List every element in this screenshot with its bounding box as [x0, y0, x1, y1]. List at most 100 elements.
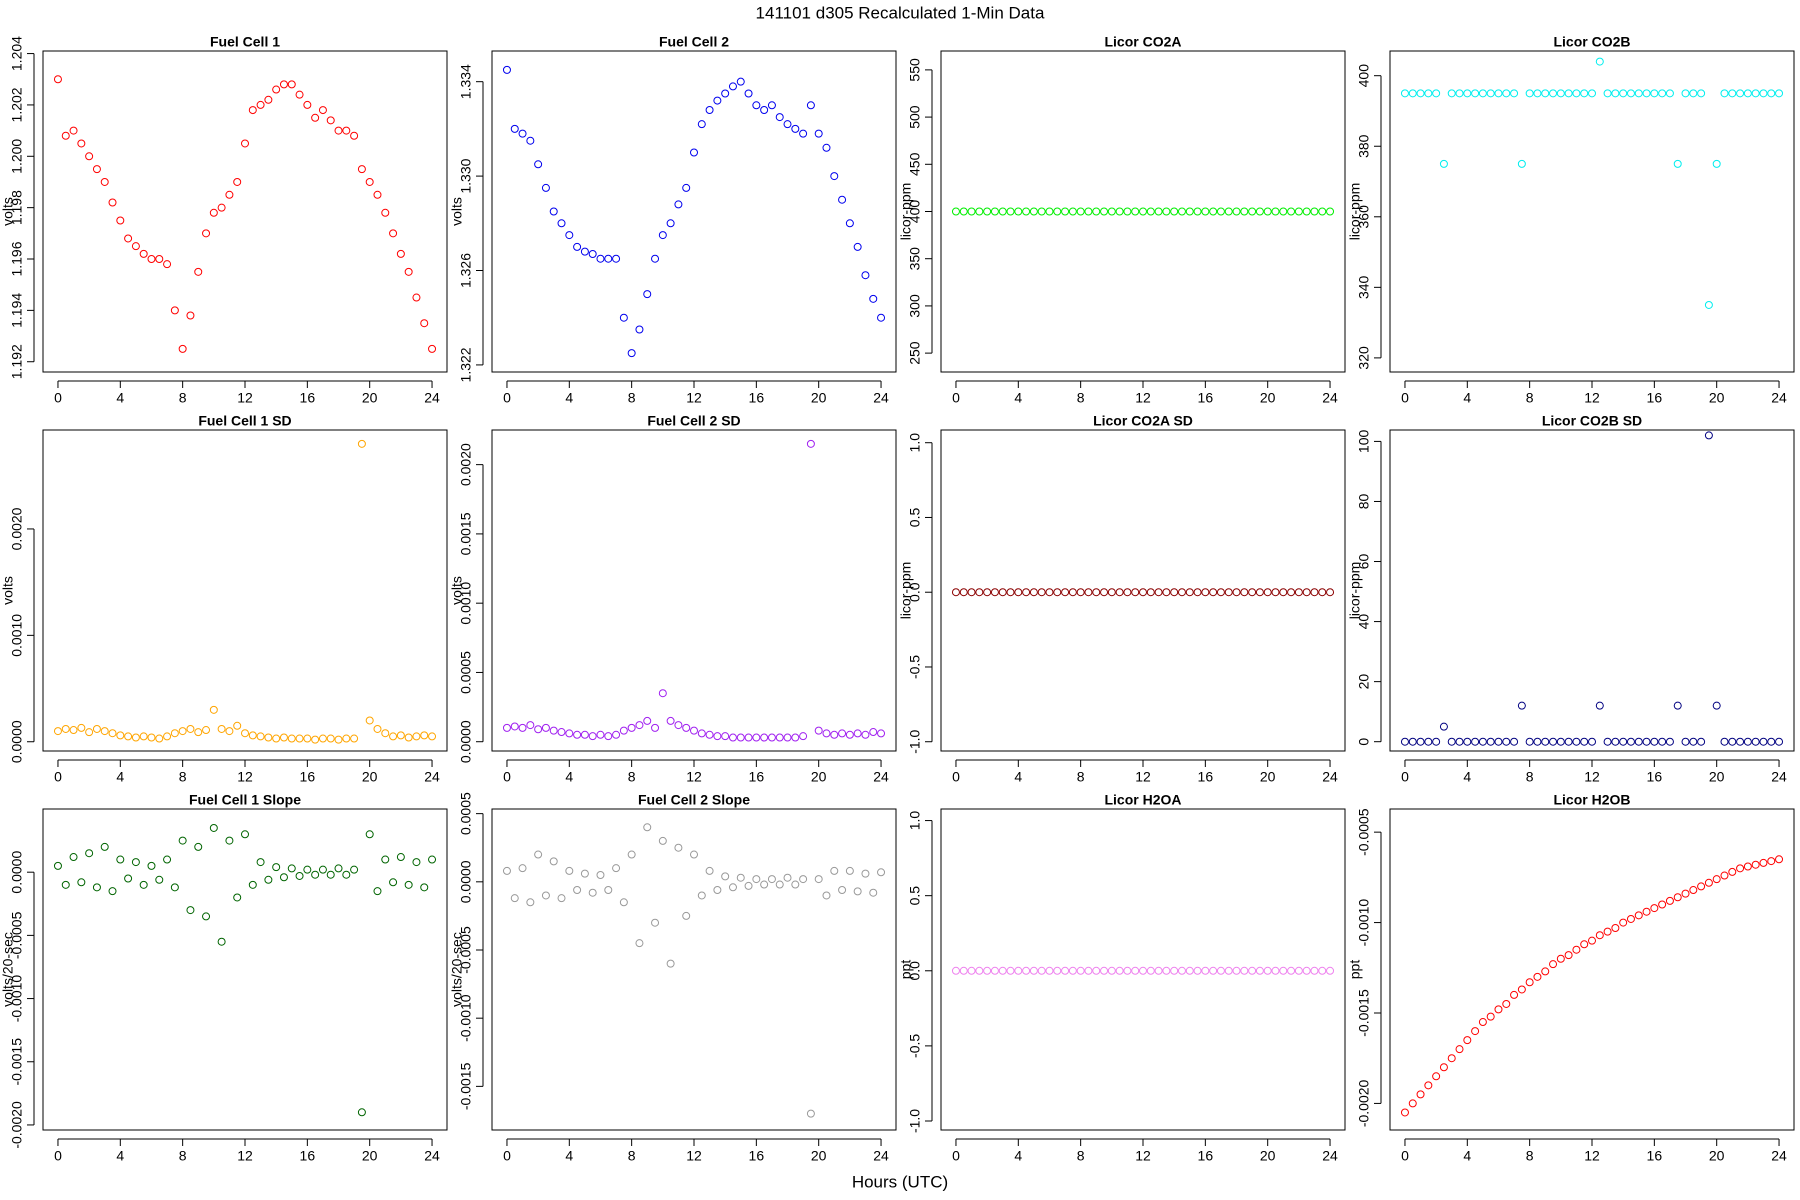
data-point	[1463, 1036, 1472, 1045]
panel: Licor CO2A SD licor-ppm 0 4 8 12 16 20 24 -1.0 -0.…	[898, 413, 1346, 785]
data-point	[1107, 588, 1116, 597]
x-tick-label: 24	[1322, 390, 1338, 406]
data-point	[1626, 89, 1635, 98]
data-point	[209, 823, 218, 832]
page-title: 141101 d305 Recalculated 1-Min Data	[756, 3, 1045, 22]
data-point	[806, 101, 815, 110]
data-point	[139, 880, 148, 889]
x-tick-label: 0	[1401, 1148, 1409, 1164]
data-point	[1580, 737, 1589, 746]
data-point	[1697, 882, 1706, 891]
data-point	[1193, 966, 1202, 975]
data-point	[643, 716, 652, 725]
data-point	[404, 880, 413, 889]
data-point	[303, 865, 312, 874]
data-point	[1572, 89, 1581, 98]
data-point	[565, 866, 574, 875]
data-point	[389, 229, 398, 238]
data-point	[1068, 207, 1077, 216]
y-axis-label: licor-ppm	[898, 562, 914, 620]
plot-frame	[42, 429, 448, 752]
data-point	[1162, 207, 1171, 216]
data-point	[1572, 737, 1581, 746]
y-axis-label: licor-ppm	[1347, 562, 1363, 620]
data-point	[604, 886, 613, 894]
data-point	[502, 65, 511, 74]
plot-frame	[1389, 808, 1795, 1131]
data-point	[541, 723, 550, 732]
x-tick-label: 4	[1463, 390, 1471, 406]
data-point	[209, 208, 218, 217]
data-point	[1611, 89, 1620, 98]
data-point	[1478, 89, 1487, 98]
data-point	[1447, 1054, 1456, 1063]
panel-title: Licor CO2A	[1104, 34, 1181, 50]
data-point	[342, 126, 351, 135]
data-point	[1408, 1099, 1417, 1108]
data-point	[1076, 207, 1085, 216]
data-point	[381, 855, 390, 864]
data-point	[682, 183, 691, 192]
data-point	[736, 873, 745, 882]
data-point	[1076, 966, 1085, 975]
data-point	[1037, 588, 1046, 597]
x-tick-label: 8	[1526, 1148, 1534, 1164]
data-point	[619, 726, 628, 735]
data-point	[1432, 1072, 1441, 1081]
data-point	[1022, 588, 1031, 597]
y-tick-label: 0.0020	[458, 443, 474, 486]
data-point	[580, 869, 589, 878]
data-point	[1455, 89, 1464, 98]
x-tick-label: 4	[116, 390, 124, 406]
data-point	[580, 247, 589, 256]
x-tick-label: 20	[811, 390, 827, 406]
data-point	[357, 165, 366, 174]
data-point	[350, 865, 359, 874]
data-point	[596, 730, 605, 739]
data-point	[404, 267, 413, 276]
data-point	[318, 106, 327, 115]
data-point	[1759, 89, 1768, 98]
y-tick-label: 1.202	[9, 87, 25, 122]
data-point	[1224, 207, 1233, 216]
data-point	[1100, 588, 1109, 597]
data-point	[1068, 588, 1077, 597]
x-tick-label: 24	[1322, 769, 1338, 785]
data-point	[1767, 857, 1776, 866]
data-point	[1248, 588, 1257, 597]
data-point	[510, 722, 519, 731]
data-point	[1525, 89, 1534, 98]
data-point	[1775, 737, 1784, 746]
x-tick-label: 20	[1709, 1148, 1725, 1164]
x-tick-label: 0	[1401, 769, 1409, 785]
data-point	[1255, 966, 1264, 975]
data-point	[1294, 207, 1303, 216]
data-point	[1022, 966, 1031, 975]
data-point	[420, 319, 429, 328]
data-point	[1712, 159, 1721, 168]
data-point	[1533, 89, 1542, 98]
plot-frame	[1389, 429, 1795, 752]
data-point	[85, 728, 94, 737]
data-point	[1471, 737, 1480, 746]
data-point	[233, 893, 242, 902]
panel: Fuel Cell 1 SD volts 0 4 8 12 16 20 24 0.0000 0.00…	[0, 413, 448, 785]
data-point	[721, 732, 730, 741]
data-point	[147, 733, 156, 742]
data-point	[311, 113, 320, 122]
x-axis-label: Hours (UTC)	[852, 1172, 948, 1191]
x-tick-label: 0	[54, 390, 62, 406]
data-point	[721, 872, 730, 881]
data-point	[139, 249, 148, 258]
data-point	[713, 732, 722, 741]
data-point	[1162, 588, 1171, 597]
data-point	[178, 727, 187, 736]
data-point	[155, 255, 164, 264]
x-tick-label: 16	[300, 1148, 316, 1164]
data-point	[100, 727, 109, 736]
y-tick-label: 60	[1356, 554, 1372, 570]
data-point	[1279, 207, 1288, 216]
data-point	[1279, 966, 1288, 975]
data-point	[1255, 207, 1264, 216]
panel: Fuel Cell 1 volts 0 4 8 12 16 20 24 1.192 1.194 1.1…	[0, 34, 448, 406]
